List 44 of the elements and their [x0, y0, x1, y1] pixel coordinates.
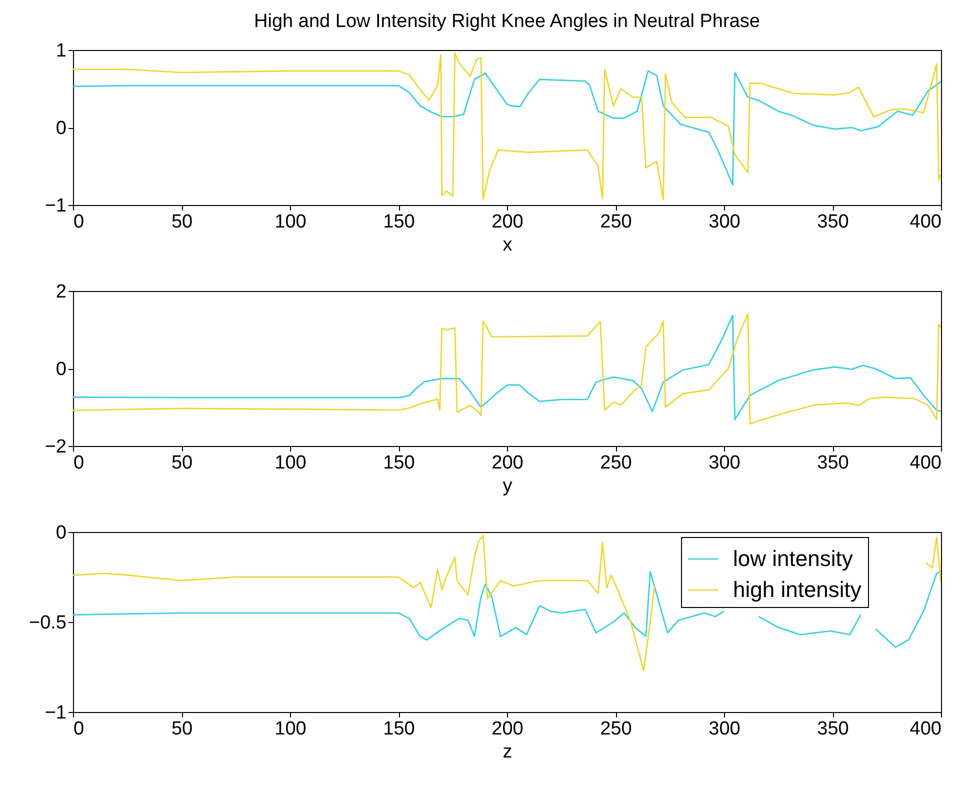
x-tick-label: 50	[171, 452, 193, 474]
legend-label: high intensity	[733, 577, 862, 602]
x-tick-label: 300	[708, 452, 740, 474]
x-tick-label: 100	[274, 718, 306, 740]
x-tick-label: 400	[910, 212, 942, 232]
x-tick-label: 200	[492, 452, 524, 474]
x-axis-title: x	[502, 234, 513, 256]
line-series	[73, 70, 941, 186]
x-axis-title: z	[502, 742, 512, 762]
x-tick-label: 400	[910, 452, 942, 474]
y-tick-label: 1	[56, 40, 66, 62]
x-tick-label: 200	[492, 718, 524, 740]
x-tick-label: 150	[383, 718, 415, 740]
x-tick-label: 300	[708, 718, 740, 740]
x-tick-label: 100	[274, 212, 306, 232]
chart-title: High and Low Intensity Right Knee Angles in Neutral Phrase	[254, 11, 760, 32]
y-tick-label: −1	[44, 702, 66, 724]
y-tick-label: −0.5	[28, 612, 66, 634]
x-tick-label: 250	[600, 718, 632, 740]
legend-label: low intensity	[733, 546, 853, 571]
x-tick-label: 100	[274, 452, 306, 474]
x-tick-label: 250	[600, 452, 632, 474]
x-tick-label: 350	[817, 212, 849, 232]
x-tick-label: 150	[383, 452, 415, 474]
line-series	[73, 52, 941, 200]
y-tick-label: −1	[44, 196, 66, 216]
x-tick-label: 350	[817, 452, 849, 474]
x-tick-label: 50	[171, 718, 193, 740]
x-tick-label: 350	[817, 718, 849, 740]
y-tick-label: 0	[56, 118, 66, 139]
y-tick-label: −2	[44, 436, 66, 458]
x-axis-title: y	[502, 476, 513, 496]
x-tick-label: 300	[708, 212, 740, 232]
x-tick-label: 0	[74, 212, 84, 232]
y-tick-label: 0	[56, 522, 66, 544]
x-tick-label: 0	[74, 452, 84, 474]
y-tick-label: 2	[56, 282, 66, 302]
x-tick-label: 50	[171, 212, 193, 232]
x-tick-label: 0	[74, 718, 84, 740]
y-tick-label: 0	[56, 359, 66, 380]
x-tick-label: 400	[910, 718, 942, 740]
x-tick-label: 150	[383, 212, 415, 232]
x-tick-label: 250	[600, 212, 632, 232]
x-tick-label: 200	[492, 212, 524, 232]
